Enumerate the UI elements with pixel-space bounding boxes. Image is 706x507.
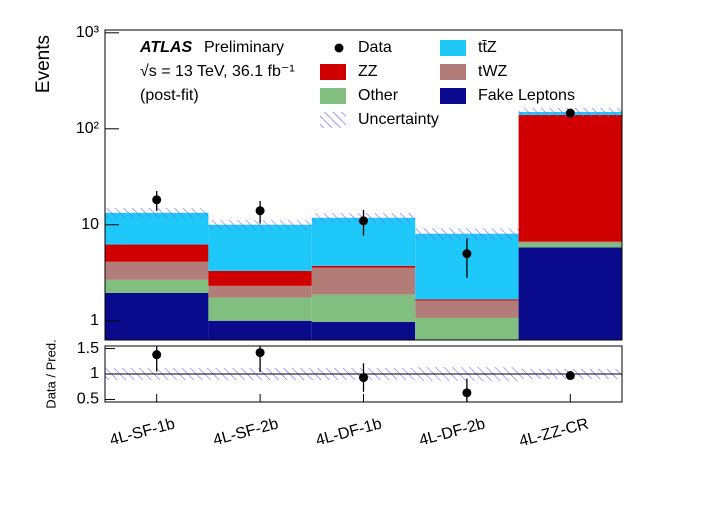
legend-label: ZZ — [358, 63, 378, 80]
legend-label: Uncertainty — [358, 111, 439, 128]
legend-swatch — [320, 64, 346, 80]
legend-label: Data — [358, 39, 392, 56]
ratio-y-tick-label: 1 — [90, 365, 99, 382]
data-point — [255, 206, 265, 216]
uncertainty-band — [208, 220, 312, 231]
data-point — [152, 195, 162, 205]
legend-label: Other — [358, 87, 399, 104]
ratio-point — [359, 373, 368, 383]
legend-label: tWZ — [478, 63, 508, 80]
ratio-y-tick-label: 1.5 — [77, 340, 99, 357]
legend-marker — [334, 43, 344, 53]
legend-swatch — [440, 64, 466, 80]
uncertainty-band — [105, 208, 209, 219]
y-tick-label: 10 — [81, 216, 99, 233]
stack-segment — [415, 300, 519, 318]
legend-label: Fake Leptons — [478, 87, 575, 104]
legend-swatch — [320, 112, 346, 128]
y-tick-label: 1 — [90, 312, 99, 329]
stack-segment — [311, 265, 416, 268]
status-label: Preliminary — [204, 39, 284, 56]
experiment-label: ATLAS — [139, 39, 192, 56]
stack-segment — [208, 297, 312, 321]
ratio-point — [565, 371, 575, 381]
legend-label: tt̄Z — [478, 39, 497, 56]
uncertainty-band — [415, 228, 519, 240]
x-tick-label: 4L-SF-2b — [211, 415, 280, 449]
ratio-y-tick-label: 0.5 — [77, 391, 99, 408]
stack-segment — [518, 242, 622, 248]
main-frame — [104, 29, 623, 341]
stack-segment — [105, 279, 209, 293]
y-axis-title: Events — [33, 35, 54, 93]
x-tick-label: 4L-DF-2b — [417, 415, 487, 449]
y-tick-label: 10² — [76, 120, 100, 137]
data-point — [565, 108, 575, 118]
y-tick-label: 10³ — [76, 24, 100, 41]
stack-segment — [415, 317, 519, 340]
stack-segment — [208, 224, 312, 271]
stack-segment — [208, 270, 312, 286]
fit-label: (post-fit) — [140, 87, 199, 104]
data-point — [462, 249, 472, 259]
ratio-point — [255, 348, 265, 358]
stack-segment — [518, 241, 622, 243]
stack-segment — [518, 247, 622, 340]
stack-segment — [208, 320, 312, 340]
stack-segment — [415, 299, 519, 301]
stack-segment — [311, 267, 416, 295]
data-point — [359, 216, 368, 226]
legend-swatch — [440, 40, 466, 56]
ratio-y-axis-title: Data / Pred. — [43, 339, 58, 408]
stack-segment — [208, 285, 312, 298]
stack-segment — [105, 244, 209, 262]
x-tick-label: 4L-ZZ-CR — [517, 416, 590, 451]
x-tick-label: 4L-SF-1b — [108, 415, 177, 449]
stack-segment — [105, 292, 209, 340]
legend-swatch — [440, 88, 466, 104]
stack-segment — [105, 261, 209, 280]
x-tick-label: 4L-DF-1b — [314, 415, 384, 449]
ratio-point — [462, 388, 472, 398]
stack-segment — [518, 114, 622, 242]
ratio-point — [152, 350, 162, 360]
energy-label: √s = 13 TeV, 36.1 fb⁻¹ — [140, 63, 295, 80]
stack-segment — [311, 294, 416, 323]
stack-segment — [311, 322, 416, 340]
legend-swatch — [320, 88, 346, 104]
